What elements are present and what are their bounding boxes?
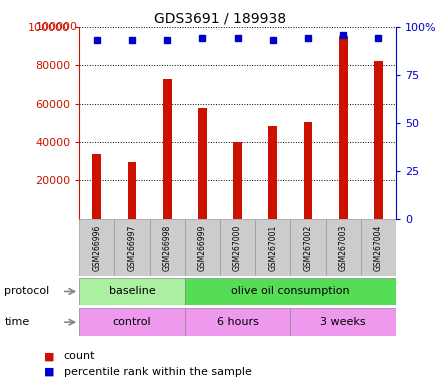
Bar bbox=[268, 126, 277, 219]
Text: GSM267003: GSM267003 bbox=[339, 225, 348, 271]
Text: GSM266997: GSM266997 bbox=[128, 225, 136, 271]
Text: GSM266999: GSM266999 bbox=[198, 225, 207, 271]
Bar bbox=[326, 219, 361, 276]
Bar bbox=[185, 308, 290, 336]
Bar bbox=[79, 308, 185, 336]
Text: baseline: baseline bbox=[109, 286, 155, 296]
Text: time: time bbox=[4, 317, 29, 327]
Text: GSM266998: GSM266998 bbox=[163, 225, 172, 271]
Text: GSM267000: GSM267000 bbox=[233, 225, 242, 271]
Bar bbox=[290, 308, 396, 336]
Text: control: control bbox=[113, 317, 151, 327]
Text: GSM267001: GSM267001 bbox=[268, 225, 277, 271]
Text: GSM266996: GSM266996 bbox=[92, 225, 101, 271]
Text: ■: ■ bbox=[44, 367, 55, 377]
Text: GDS3691 / 189938: GDS3691 / 189938 bbox=[154, 12, 286, 25]
Bar bbox=[163, 79, 172, 219]
Bar bbox=[339, 36, 348, 219]
Text: 6 hours: 6 hours bbox=[216, 317, 259, 327]
Bar bbox=[304, 122, 312, 219]
Text: ■: ■ bbox=[44, 351, 55, 361]
Bar bbox=[150, 219, 185, 276]
Bar bbox=[374, 61, 383, 219]
Bar bbox=[185, 278, 396, 305]
Text: GSM267004: GSM267004 bbox=[374, 225, 383, 271]
Bar bbox=[233, 142, 242, 219]
Bar bbox=[255, 219, 290, 276]
Bar bbox=[361, 219, 396, 276]
Bar bbox=[220, 219, 255, 276]
Bar bbox=[114, 219, 150, 276]
Text: GSM267002: GSM267002 bbox=[304, 225, 312, 271]
Text: olive oil consumption: olive oil consumption bbox=[231, 286, 350, 296]
Bar bbox=[79, 278, 185, 305]
Bar bbox=[128, 162, 136, 219]
Text: 100000: 100000 bbox=[36, 22, 77, 32]
Text: protocol: protocol bbox=[4, 286, 50, 296]
Text: count: count bbox=[64, 351, 95, 361]
Bar bbox=[185, 219, 220, 276]
Bar bbox=[290, 219, 326, 276]
Bar bbox=[79, 219, 114, 276]
Bar bbox=[92, 154, 101, 219]
Text: 3 weeks: 3 weeks bbox=[320, 317, 366, 327]
Text: percentile rank within the sample: percentile rank within the sample bbox=[64, 367, 252, 377]
Bar bbox=[198, 108, 207, 219]
